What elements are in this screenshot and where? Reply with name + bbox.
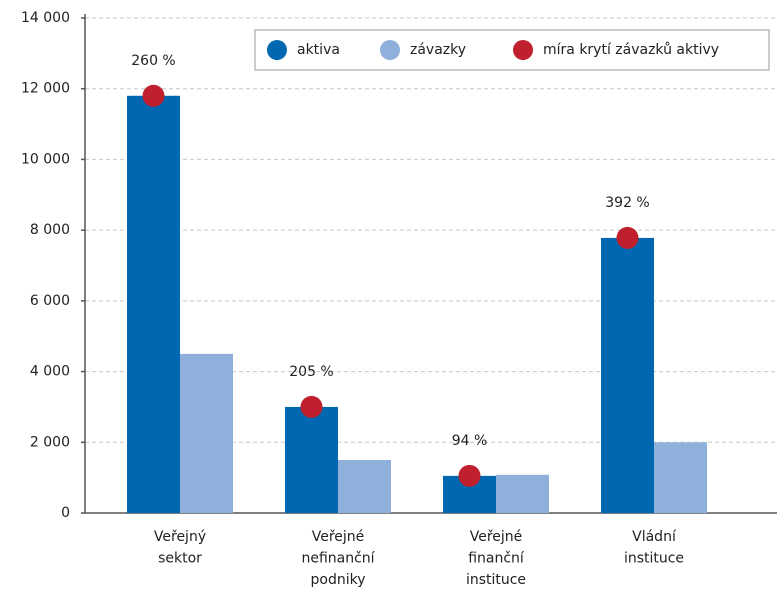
x-tick-label-line: Veřejné xyxy=(470,529,523,545)
legend-swatch xyxy=(267,40,287,60)
legend-label: závazky xyxy=(410,42,466,58)
bar xyxy=(127,95,180,514)
y-tick-label: 0 xyxy=(61,505,70,521)
x-tick-label-line: instituce xyxy=(624,551,684,567)
x-tick-label-line: nefinanční xyxy=(301,551,375,567)
x-tick-label-line: instituce xyxy=(466,572,526,588)
bar xyxy=(496,474,549,513)
ratio-marker xyxy=(458,464,481,487)
legend-swatch xyxy=(513,40,533,60)
x-tick-label-line: podniky xyxy=(311,572,366,588)
bar xyxy=(180,353,233,513)
legend-box xyxy=(254,29,770,71)
y-tick-label: 6 000 xyxy=(30,293,70,309)
legend-label: míra krytí závazků aktivy xyxy=(543,42,719,58)
data-label: 260 % xyxy=(131,53,175,69)
x-tick-label-line: Veřejné xyxy=(312,529,365,545)
x-tick-label: Veřejné nefinanční podniky xyxy=(301,529,375,588)
data-label: 392 % xyxy=(605,195,649,211)
y-tick-label: 12 000 xyxy=(21,81,70,97)
data-label: 205 % xyxy=(289,364,333,380)
y-tick-label: 4 000 xyxy=(30,364,70,380)
y-tick-label: 2 000 xyxy=(30,434,70,450)
y-tick-label: 14 000 xyxy=(21,10,70,26)
bar xyxy=(654,442,707,513)
legend-swatch xyxy=(380,40,400,60)
legend-label: aktiva xyxy=(297,42,340,58)
bar xyxy=(285,406,338,513)
bar xyxy=(338,459,391,513)
x-tick-label-line: sektor xyxy=(158,551,202,567)
x-tick-label: Vládní instituce xyxy=(624,529,684,567)
ratio-marker xyxy=(142,84,165,107)
x-tick-label: Veřejný sektor xyxy=(154,529,206,567)
x-tick-label: Veřejné finanční instituce xyxy=(466,529,526,588)
x-tick-label-line: finanční xyxy=(468,551,525,567)
data-label: 94 % xyxy=(452,433,488,449)
ratio-marker xyxy=(616,226,639,249)
y-tick-label: 8 000 xyxy=(30,222,70,238)
x-tick-label-line: Veřejný xyxy=(154,529,206,545)
bar xyxy=(601,237,654,513)
x-tick-label-line: Vládní xyxy=(632,529,677,545)
y-tick-label: 10 000 xyxy=(21,151,70,167)
ratio-marker xyxy=(300,395,323,418)
